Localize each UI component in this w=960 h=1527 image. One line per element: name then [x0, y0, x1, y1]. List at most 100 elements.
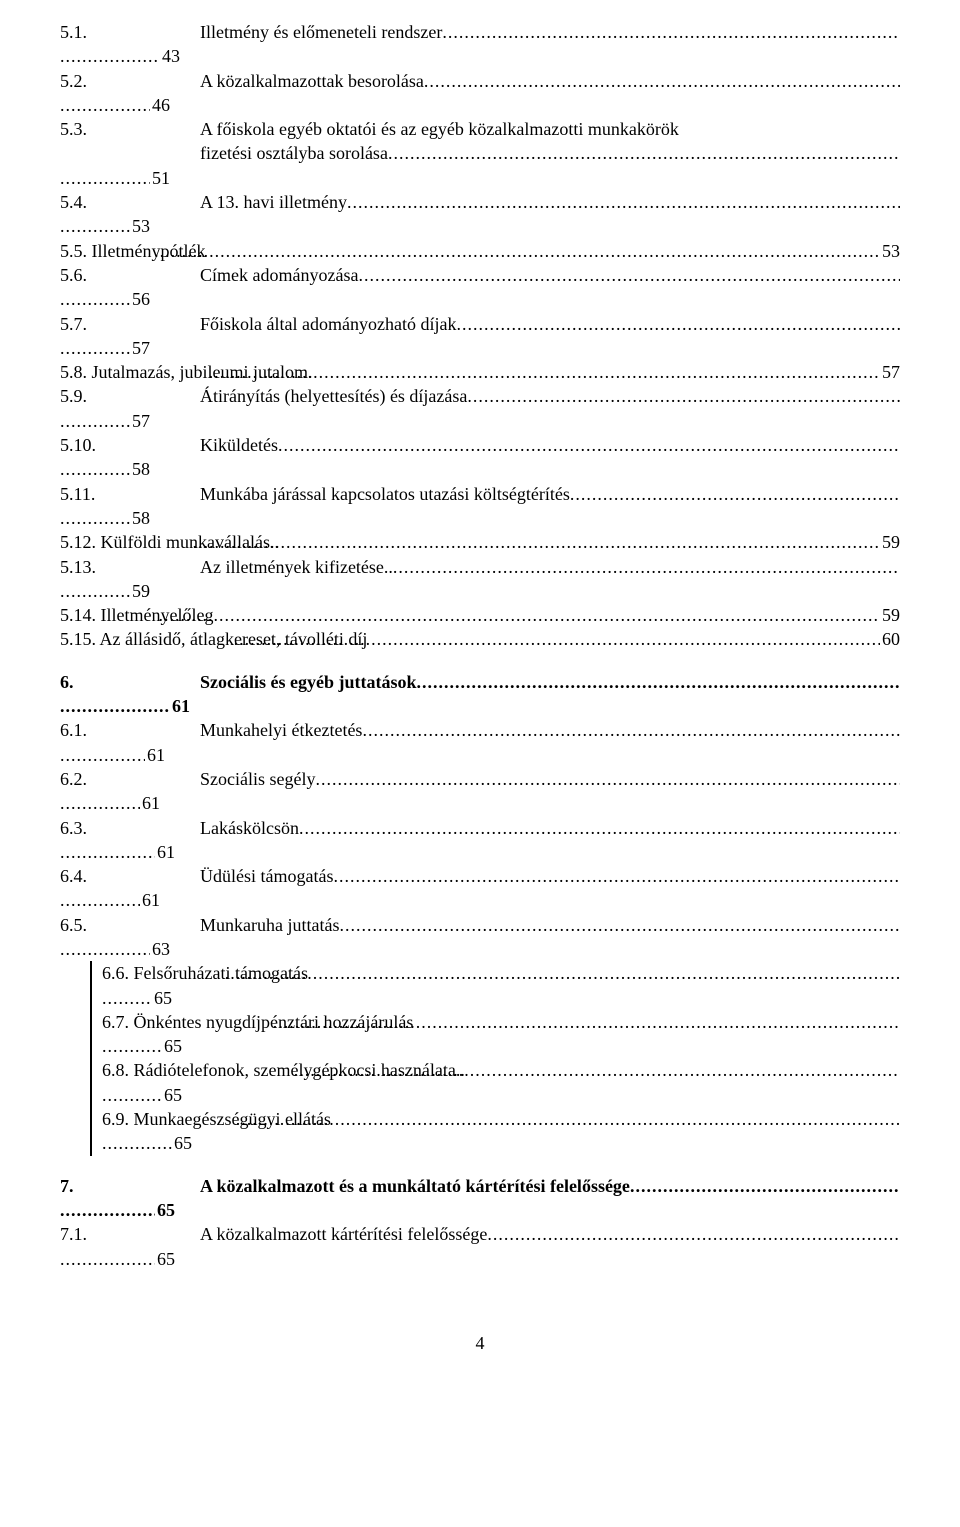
toc-entry-text: 5.8. Jutalmazás, jubileumi jutalom. — [60, 360, 209, 384]
toc-entry-title: A közalkalmazottak besorolása — [200, 69, 424, 93]
toc-leader-dots — [60, 457, 130, 481]
toc-page-number: 61 — [140, 888, 160, 912]
toc-entry: 6.3.Lakáskölcsön — [60, 816, 900, 840]
toc-leader-dots — [159, 603, 880, 627]
toc-entry-title: Szociális és egyéb juttatások — [200, 670, 416, 694]
toc-entry-title: Munkába járással kapcsolatos utazási köl… — [200, 482, 570, 506]
toc-page-number: 61 — [145, 743, 165, 767]
toc-leader-dots — [393, 555, 900, 579]
toc-page-number: 61 — [155, 840, 175, 864]
toc-leader-dots — [60, 214, 130, 238]
toc-entry: 5.9.Átirányítás (helyettesítés) és díjaz… — [60, 384, 900, 408]
toc-entry: 6.4.Üdülési támogatás — [60, 864, 900, 888]
toc-entry: 6.Szociális és egyéb juttatások — [60, 670, 900, 694]
toc-page-number: 61 — [140, 791, 160, 815]
toc-entry-number: 5.13. — [60, 555, 200, 579]
toc-leader-dots — [273, 1010, 900, 1034]
toc-leader-dots — [487, 1222, 900, 1246]
toc-entry-text: 5.5. Illetménypótlék — [60, 239, 154, 263]
toc-entry-number: 7.1. — [60, 1222, 200, 1246]
toc-entry: 5.1.Illetmény és előmeneteli rendszer — [60, 20, 900, 44]
toc-entry-title-line2: fizetési osztályba sorolása — [60, 141, 900, 165]
toc-page-line: 56 — [60, 287, 900, 311]
toc-page-line: 46 — [60, 93, 900, 117]
toc-leader-dots — [60, 44, 160, 68]
toc-leader-dots — [60, 506, 130, 530]
toc-entry-number: 5.11. — [60, 482, 200, 506]
toc-page-number: 61 — [170, 694, 190, 718]
toc-page-line: 58 — [60, 457, 900, 481]
toc-leader-dots — [102, 1034, 162, 1058]
toc-entry: 7.1.A közalkalmazott kártérítési felelős… — [60, 1222, 900, 1246]
toc-page-number: 65 — [162, 1083, 182, 1107]
toc-leader-dots — [570, 482, 900, 506]
toc-entry: 5.7.Főiskola által adományozható díjak — [60, 312, 900, 336]
toc-leader-dots — [60, 937, 150, 961]
toc-page-number: 51 — [150, 166, 170, 190]
toc-entry: 5.13.Az illetmények kifizetése.. — [60, 555, 900, 579]
toc-entry-number: 5.7. — [60, 312, 200, 336]
toc-leader-dots — [102, 1131, 172, 1155]
toc-page-line: 57 — [60, 336, 900, 360]
toc-leader-dots — [278, 433, 900, 457]
toc-leader-dots — [347, 190, 900, 214]
toc-entry: 5.4.A 13. havi illetmény — [60, 190, 900, 214]
toc-leader-dots — [60, 579, 130, 603]
toc-entry: 5.12. Külföldi munkavállalás.. 59 — [60, 530, 900, 554]
toc-page-line: 58 — [60, 506, 900, 530]
toc-page-number: 53 — [880, 239, 900, 263]
toc-page-number: 59 — [880, 603, 900, 627]
toc-entry-title: Szociális segély — [200, 767, 315, 791]
toc-page-number: 59 — [880, 530, 900, 554]
toc-entry: 5.15. Az állásidő, átlagkereset, távollé… — [60, 627, 900, 651]
toc-leader-dots — [60, 166, 150, 190]
toc-entry-title: Illetmény és előmeneteli rendszer — [200, 20, 442, 44]
toc-leader-dots — [60, 93, 150, 117]
toc-leader-dots — [102, 1083, 162, 1107]
toc-leader-dots — [60, 409, 130, 433]
toc-leader-dots — [60, 336, 130, 360]
toc-leader-dots — [60, 694, 170, 718]
toc-page-line: 65 — [102, 986, 900, 1010]
toc-leader-dots — [60, 791, 140, 815]
toc-entry-title: Átirányítás (helyettesítés) és díjazása — [200, 384, 467, 408]
toc-leader-dots — [358, 263, 900, 287]
toc-entry-number: 5.2. — [60, 69, 200, 93]
toc-entry-number: 5.1. — [60, 20, 200, 44]
toc-entry-number: 6. — [60, 670, 200, 694]
toc-entry-number: 5.4. — [60, 190, 200, 214]
toc-entry-title: fizetési osztályba sorolása — [200, 141, 388, 165]
toc-page-line: 65 — [60, 1247, 900, 1271]
toc-page-number: 65 — [172, 1131, 192, 1155]
toc-leader-dots — [225, 961, 900, 985]
toc-leader-dots — [209, 360, 880, 384]
toc-entry-text: 5.14. Illetményelőleg — [60, 603, 159, 627]
toc-leader-dots — [299, 816, 900, 840]
toc-page-number: 57 — [880, 360, 900, 384]
toc-leader-dots — [294, 1058, 900, 1082]
toc-page-number: 43 — [160, 44, 180, 68]
toc-entry: 5.3.A főiskola egyéb oktatói és az egyéb… — [60, 117, 900, 141]
toc-entry: 7.A közalkalmazott és a munkáltató kárté… — [60, 1174, 900, 1198]
toc-entry-title: A 13. havi illetmény — [200, 190, 347, 214]
toc-leader-dots — [60, 1247, 155, 1271]
toc-page-number: 59 — [130, 579, 150, 603]
toc-entry: 6.5.Munkaruha juttatás — [60, 913, 900, 937]
toc-boxed-block: 6.6. Felsőruházati támogatás 656.7. Önké… — [90, 961, 900, 1155]
toc-leader-dots — [60, 287, 130, 311]
toc-page-number: 65 — [162, 1034, 182, 1058]
toc-leader-dots — [60, 888, 140, 912]
toc-entry-title: Az illetmények kifizetése.. — [200, 555, 393, 579]
toc-page-line: 61 — [60, 791, 900, 815]
toc-entry-text: 6.7. Önkéntes nyugdíjpénztári hozzájárul… — [102, 1010, 273, 1034]
toc-entry: 5.11.Munkába járással kapcsolatos utazás… — [60, 482, 900, 506]
toc-page-line: 65 — [102, 1131, 900, 1155]
toc-page-line: 43 — [60, 44, 900, 68]
toc-entry: 6.8. Rádiótelefonok, személygépkocsi has… — [102, 1058, 900, 1082]
toc-page-number: 65 — [155, 1247, 175, 1271]
toc-entry-text: 5.12. Külföldi munkavállalás.. — [60, 530, 193, 554]
toc-entry-number: 5.6. — [60, 263, 200, 287]
toc-entry: 6.9. Munkaegészségügyi ellátás — [102, 1107, 900, 1131]
toc-entry-number: 5.10. — [60, 433, 200, 457]
toc-leader-dots — [467, 384, 900, 408]
